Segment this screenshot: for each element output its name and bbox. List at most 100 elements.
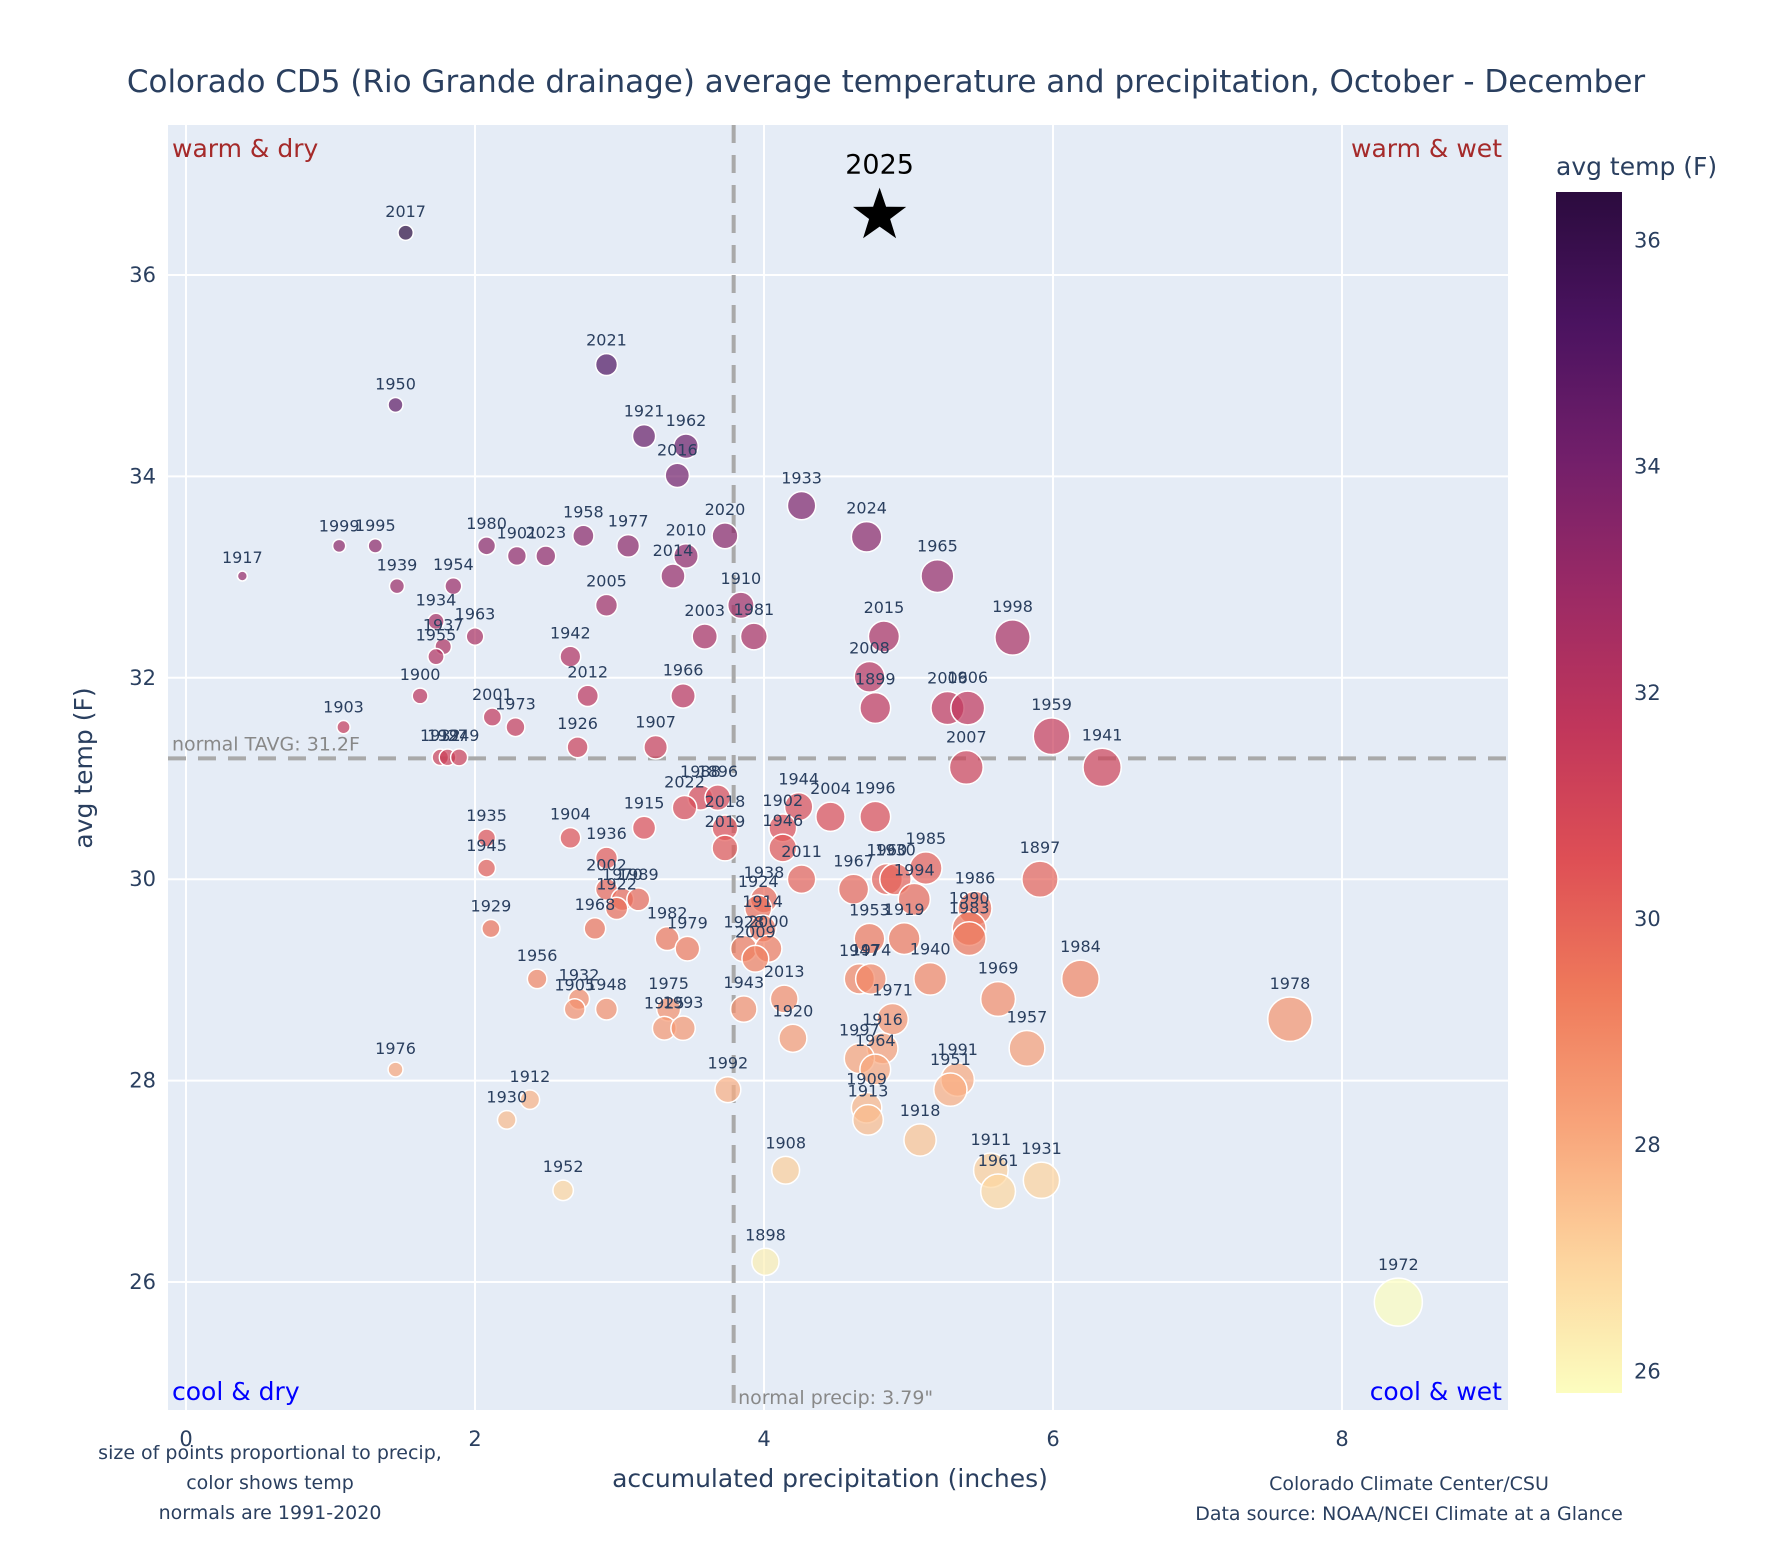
data-point [604, 896, 629, 921]
point-label: 2015 [864, 598, 905, 617]
point-label: 1939 [377, 556, 418, 575]
point-label: 1979 [667, 913, 708, 932]
data-point [482, 707, 503, 727]
normal-precip-label: normal precip: 3.79" [738, 1387, 933, 1409]
data-point [411, 687, 429, 705]
gridlines [168, 125, 1508, 1410]
normal-tavg-label: normal TAVG: 31.2F [172, 733, 360, 755]
data-point [783, 791, 814, 822]
point-label: 1921 [624, 402, 665, 421]
point-label: 1946 [762, 811, 803, 830]
data-point [876, 1002, 910, 1036]
data-point [994, 619, 1031, 656]
data-point [887, 922, 921, 956]
data-point [979, 1173, 1017, 1210]
data-point [739, 622, 769, 651]
note-line-3: normals are 1991-2020 [159, 1502, 382, 1524]
point-label: 1968 [575, 895, 616, 914]
data-point [786, 864, 817, 895]
data-point [726, 591, 755, 620]
point-label: 1951 [930, 1050, 971, 1069]
x-tick-label: 6 [1046, 1427, 1059, 1451]
data-point [913, 961, 948, 996]
data-point [1008, 1029, 1046, 1067]
point-label: 1994 [894, 860, 935, 879]
data-point [979, 980, 1017, 1018]
y-tick-label: 26 [129, 1270, 156, 1294]
point-label: 2004 [810, 779, 851, 798]
data-point [950, 690, 986, 726]
chart-title: Colorado CD5 (Rio Grande drainage) avera… [127, 64, 1646, 100]
quadrant-cool-dry: cool & dry [172, 1377, 300, 1406]
data-points [236, 224, 1424, 1327]
data-point [711, 834, 739, 862]
point-label: 1982 [647, 904, 688, 923]
data-point [505, 716, 526, 738]
point-label: 1918 [900, 1101, 941, 1120]
normal-lines: normal TAVG: 31.2F normal precip: 3.79" [168, 125, 1508, 1410]
data-point [572, 524, 595, 548]
data-point [1267, 996, 1313, 1043]
point-label: 1950 [375, 374, 416, 393]
data-point [594, 997, 619, 1021]
point-label: 1959 [1031, 695, 1072, 714]
data-point [654, 925, 680, 952]
data-point [559, 826, 582, 850]
point-label: 1904 [550, 805, 591, 824]
point-label: 1952 [543, 1157, 584, 1176]
x-axis-title: accumulated precipitation (inches) [612, 1464, 1048, 1493]
data-point [552, 1179, 575, 1202]
point-label: 1901 [497, 523, 538, 542]
point-label: 1930 [486, 1088, 527, 1107]
point-label: 1957 [1007, 1008, 1048, 1027]
point-label: 1991 [937, 1040, 978, 1059]
data-point [920, 558, 955, 594]
point-label: 1953 [849, 900, 890, 919]
data-point [768, 833, 798, 863]
point-label: 1978 [1270, 974, 1311, 993]
data-point [852, 1103, 885, 1136]
data-point [897, 882, 932, 917]
point-label: 1927 [427, 726, 468, 745]
data-point [859, 1053, 892, 1086]
note-line-2: color shows temp [186, 1472, 354, 1494]
point-label: 1969 [978, 959, 1019, 978]
point-label: 1919 [884, 900, 925, 919]
point-label: 1938 [744, 863, 785, 882]
data-point [594, 846, 619, 870]
data-point [506, 545, 528, 567]
data-point [903, 1123, 937, 1157]
point-label: 2020 [705, 500, 746, 519]
point-label: 1999 [319, 516, 360, 535]
data-point [563, 997, 586, 1021]
point-label: 1974 [851, 941, 892, 960]
data-point [674, 935, 701, 962]
data-point [566, 736, 589, 759]
point-label: 2003 [684, 601, 725, 620]
data-point [496, 1109, 517, 1130]
colorbar-tick-label: 28 [1634, 1133, 1661, 1157]
point-label: 2018 [705, 792, 746, 811]
highlight-2025: 2025 [845, 150, 914, 239]
credit-line-1: Colorado Climate Center/CSU [1269, 1473, 1549, 1495]
point-label: 2011 [781, 842, 822, 861]
data-point [519, 1089, 541, 1111]
point-label: 2008 [849, 639, 890, 658]
point-label: 1934 [416, 590, 457, 609]
point-label: 1924 [738, 872, 779, 891]
point-label: 1976 [375, 1039, 416, 1058]
point-label: 1967 [833, 851, 874, 870]
data-point [367, 538, 384, 554]
point-label: 1960 [866, 841, 907, 860]
point-label: 1910 [721, 569, 762, 588]
data-point [660, 563, 686, 589]
x-tick-label: 8 [1335, 1427, 1348, 1451]
point-label: 2001 [472, 685, 513, 704]
point-label: 1956 [517, 946, 558, 965]
point-label: 1916 [862, 1010, 903, 1029]
point-label: 1973 [495, 695, 536, 714]
point-label: 1940 [910, 940, 951, 959]
data-point [594, 352, 619, 377]
point-label: 1905 [554, 976, 595, 995]
point-label: 1947 [839, 941, 880, 960]
